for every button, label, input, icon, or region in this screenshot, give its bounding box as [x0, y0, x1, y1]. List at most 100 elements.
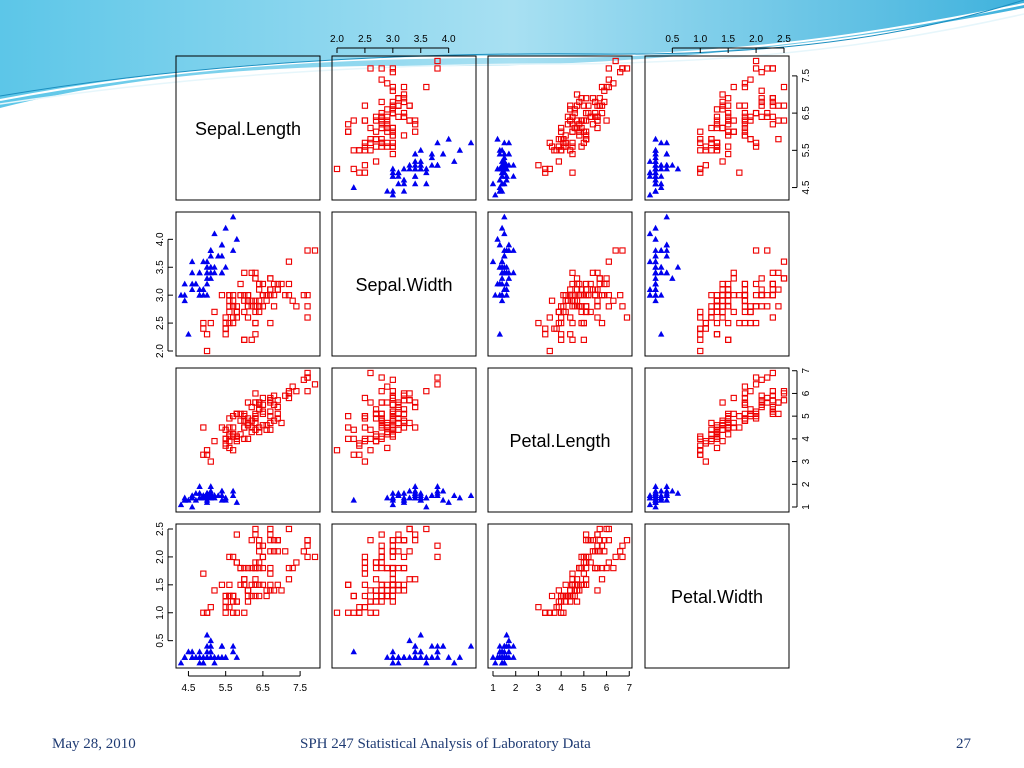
point-other: [758, 286, 765, 293]
point-other: [248, 297, 255, 304]
point-other: [780, 275, 788, 282]
point-other: [719, 91, 726, 98]
point-setosa: [510, 247, 517, 253]
point-other: [764, 247, 771, 254]
point-other: [389, 87, 396, 94]
point-other: [389, 570, 396, 577]
point-other: [412, 403, 419, 411]
point-other: [233, 559, 240, 566]
point-other: [378, 117, 385, 124]
point-setosa: [652, 235, 659, 242]
header-swoosh-decoration: [0, 0, 1024, 108]
point-other: [211, 587, 218, 594]
point-other: [378, 374, 385, 381]
tick-label: 7: [626, 683, 632, 694]
point-other: [200, 609, 207, 616]
point-other: [780, 117, 788, 124]
point-other: [300, 548, 307, 555]
point-other: [601, 280, 608, 288]
point-other: [226, 292, 233, 299]
point-other: [741, 80, 749, 87]
point-other: [592, 564, 599, 572]
point-other: [725, 410, 732, 418]
point-setosa: [663, 247, 670, 253]
point-other: [769, 102, 776, 109]
point-setosa: [663, 161, 670, 168]
point-other: [384, 383, 391, 390]
point-other: [747, 117, 754, 124]
point-other: [713, 303, 721, 310]
point-setosa: [203, 631, 211, 638]
point-other: [222, 314, 229, 321]
point-other: [267, 587, 274, 594]
point-other: [372, 136, 380, 143]
point-other: [350, 609, 357, 616]
point-other: [764, 399, 771, 406]
point-other: [259, 581, 267, 588]
point-other: [389, 150, 396, 158]
point-setosa: [350, 496, 357, 503]
point-setosa: [434, 139, 441, 146]
panel-2-2: [487, 367, 633, 513]
point-other: [229, 598, 237, 605]
point-other: [596, 275, 603, 282]
point-other: [361, 564, 369, 572]
point-other: [741, 410, 749, 418]
point-setosa: [196, 269, 203, 276]
point-other: [725, 303, 732, 310]
point-setosa: [451, 492, 458, 499]
tick-label: 7.5: [293, 683, 307, 694]
tick-label: 4.5: [181, 683, 195, 694]
point-other: [285, 390, 293, 397]
point-other: [389, 109, 396, 117]
point-setosa: [188, 286, 196, 292]
point-other: [708, 292, 715, 299]
point-setosa: [492, 191, 499, 198]
point-other: [741, 132, 749, 139]
point-setosa: [389, 654, 397, 660]
point-other: [372, 576, 380, 583]
point-other: [378, 587, 385, 594]
point-setosa: [203, 648, 211, 655]
point-other: [378, 399, 385, 406]
point-setosa: [411, 492, 419, 499]
point-other: [367, 426, 374, 433]
point-setosa: [406, 654, 413, 660]
tick-label: 5: [581, 683, 587, 694]
point-setosa: [498, 258, 506, 265]
point-other: [356, 604, 363, 611]
point-other: [384, 117, 391, 124]
point-other: [372, 559, 380, 566]
point-other: [725, 128, 732, 135]
point-other: [378, 592, 385, 600]
point-other: [241, 576, 248, 583]
point-other: [395, 95, 402, 102]
point-other: [274, 280, 281, 288]
point-other: [389, 65, 396, 72]
point-setosa: [207, 483, 214, 489]
point-other: [222, 319, 229, 327]
point-setosa: [496, 184, 504, 190]
point-other: [719, 102, 726, 109]
point-other: [406, 102, 413, 109]
point-other: [367, 435, 374, 443]
point-other: [345, 128, 352, 135]
point-other: [569, 336, 576, 343]
point-other: [697, 165, 704, 173]
point-setosa: [646, 169, 654, 176]
point-other: [361, 394, 369, 402]
point-other: [585, 537, 592, 544]
point-other: [304, 374, 311, 381]
point-other: [769, 280, 776, 288]
point-other: [780, 397, 788, 404]
point-setosa: [505, 275, 513, 281]
point-setosa: [389, 659, 397, 666]
point-other: [200, 570, 207, 577]
point-setosa: [428, 150, 436, 157]
point-other: [289, 383, 296, 390]
point-setosa: [417, 648, 424, 655]
point-other: [389, 109, 396, 117]
point-other: [594, 286, 601, 293]
point-other: [719, 280, 726, 288]
point-setosa: [498, 280, 506, 287]
